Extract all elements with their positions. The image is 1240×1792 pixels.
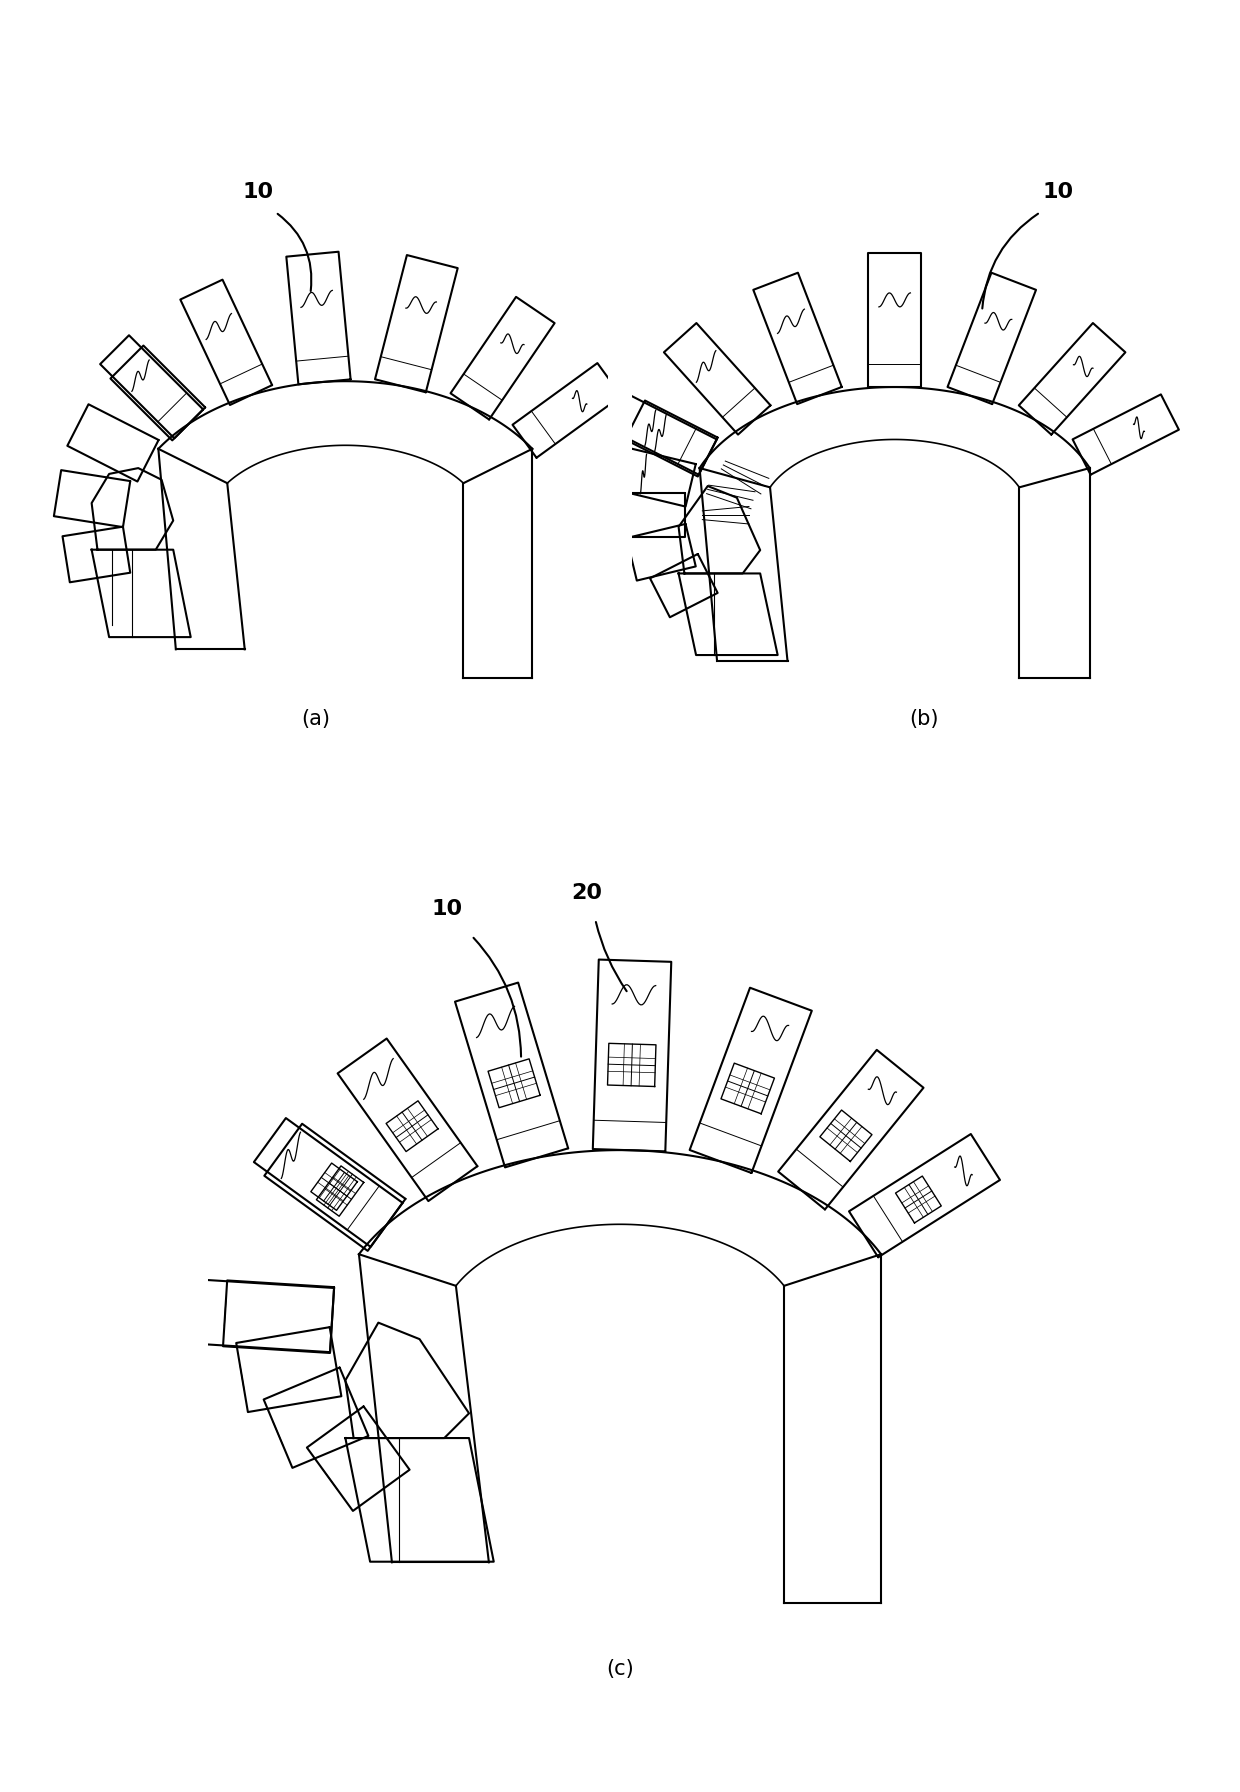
Text: (b): (b) (909, 710, 939, 729)
Text: (c): (c) (606, 1659, 634, 1679)
Text: (a): (a) (301, 710, 331, 729)
Text: 10: 10 (432, 900, 463, 919)
Text: 10: 10 (242, 181, 274, 202)
Text: 10: 10 (1043, 181, 1074, 202)
Text: 20: 20 (572, 883, 603, 903)
